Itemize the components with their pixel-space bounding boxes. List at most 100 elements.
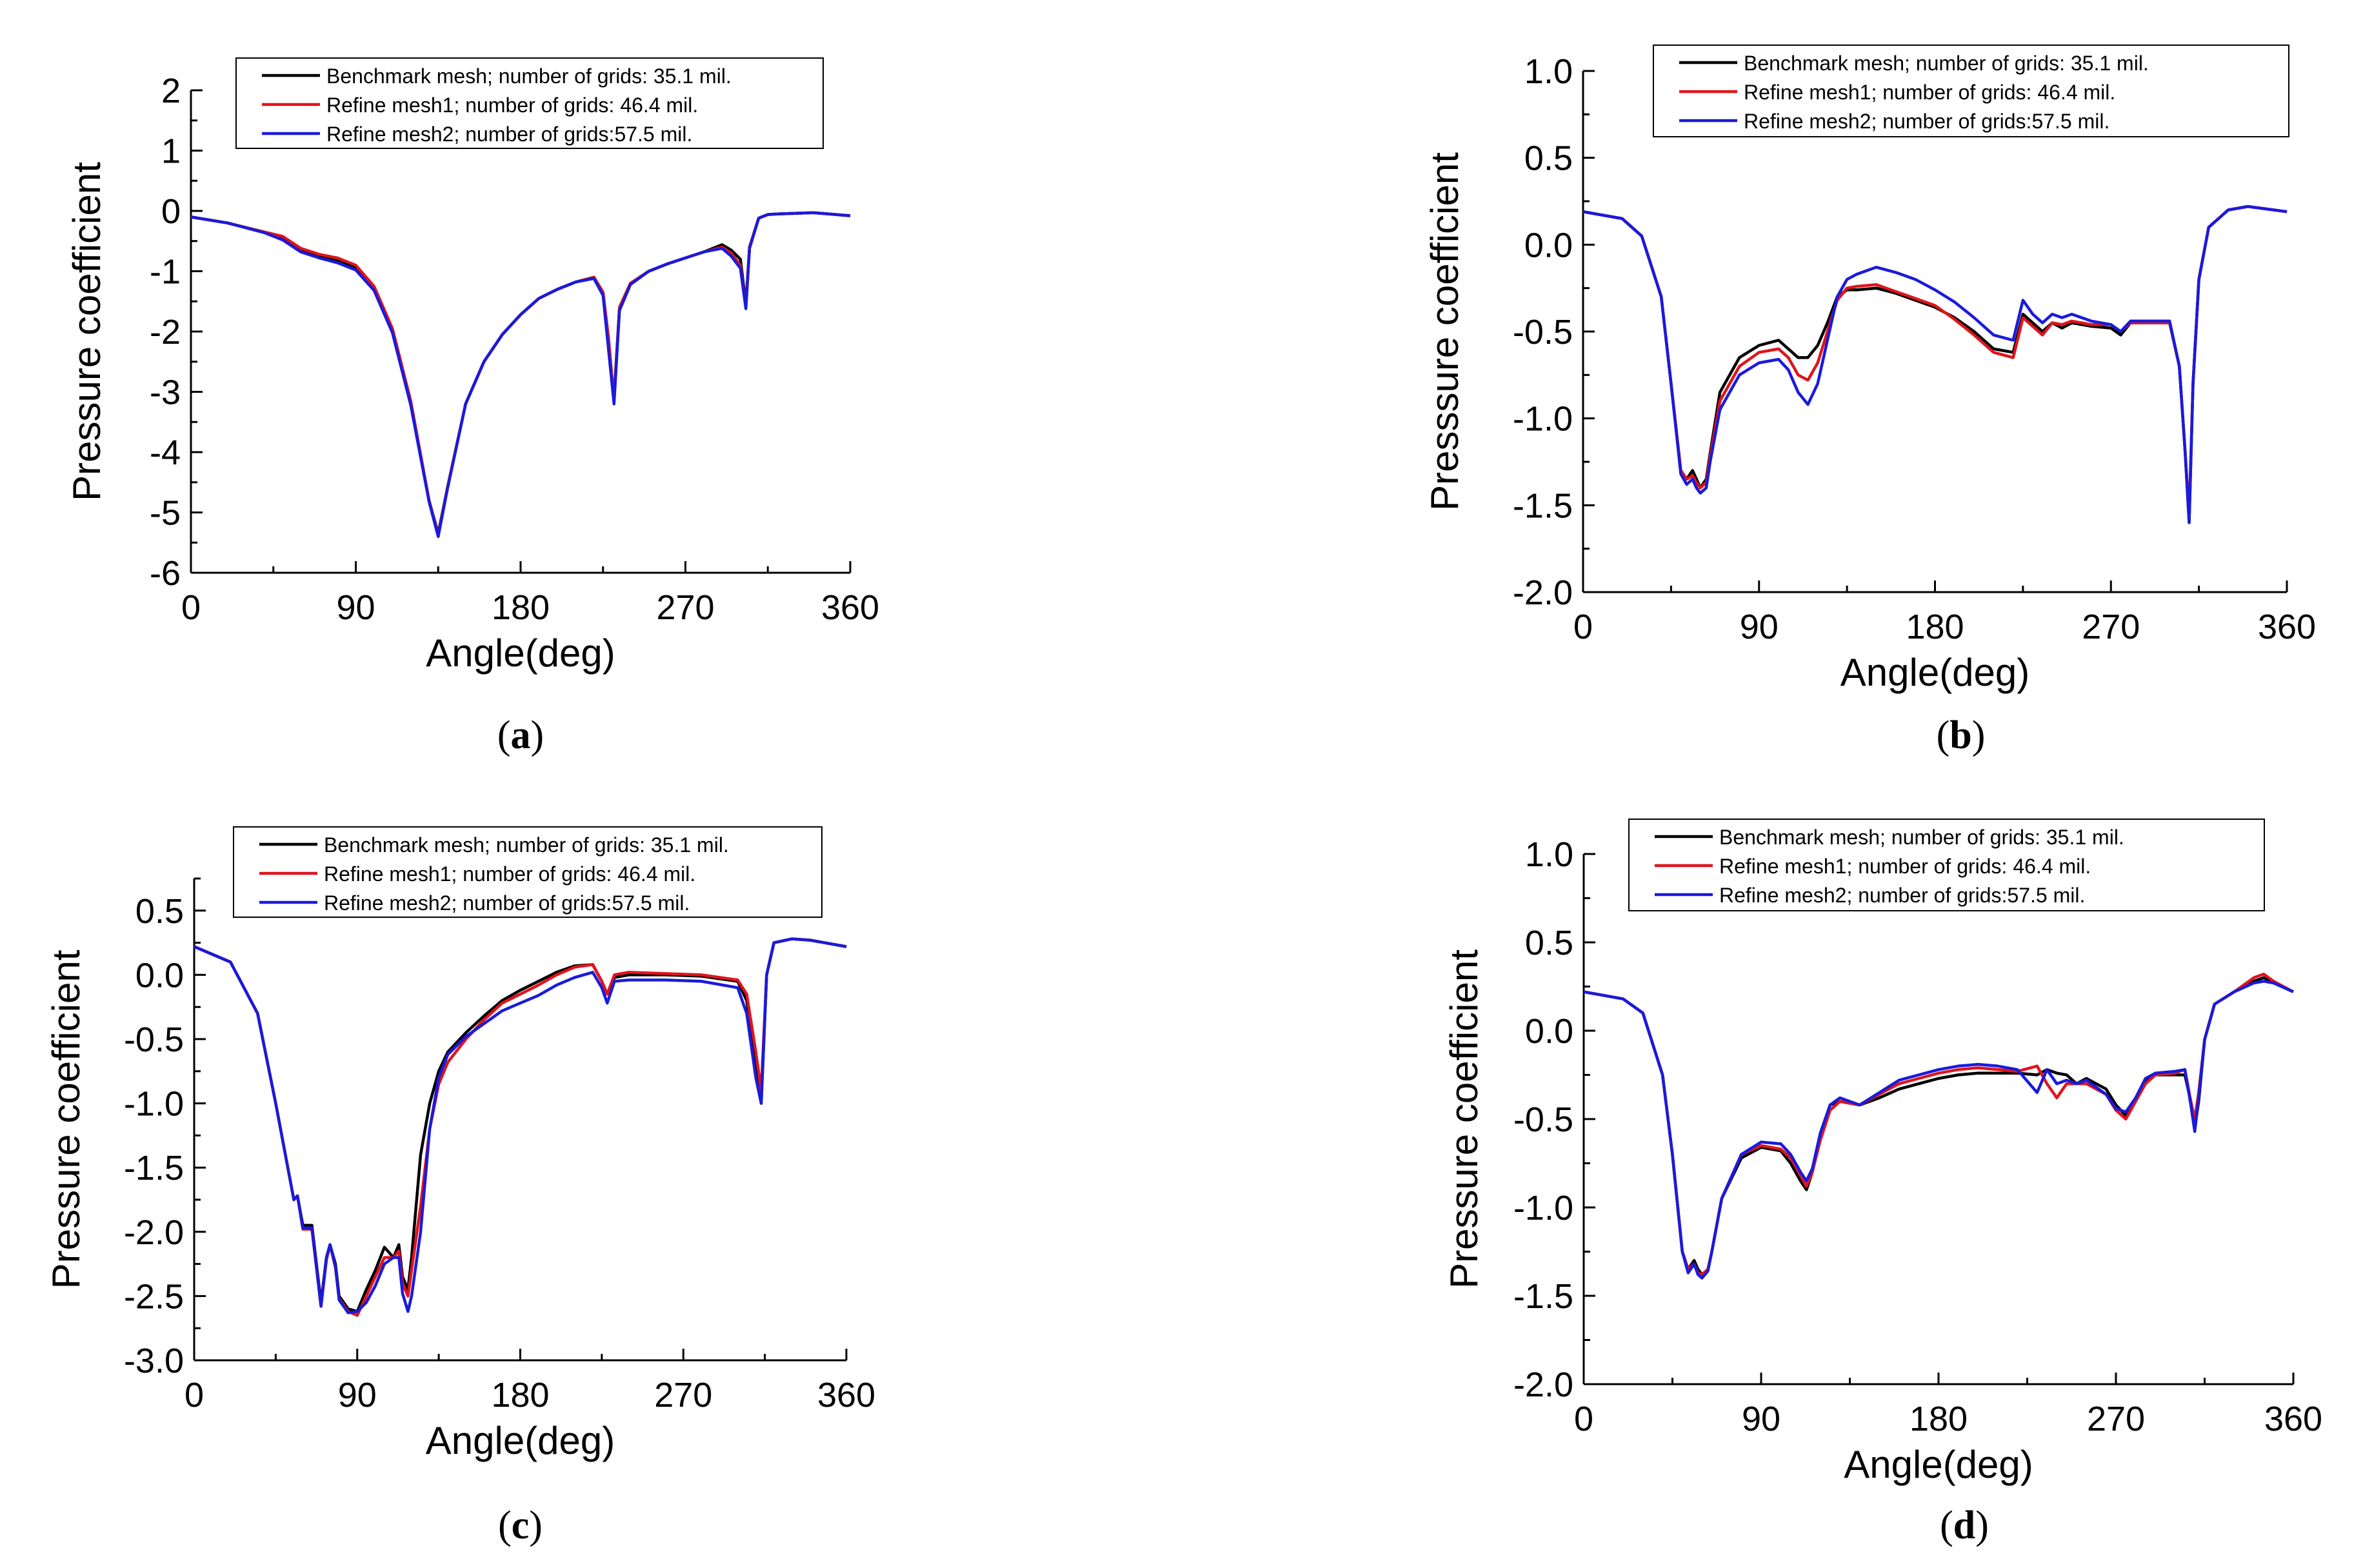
y-tick-label: 2 [161, 72, 181, 110]
y-tick-label: -0.5 [124, 1020, 184, 1059]
legend-entry: Refine mesh2; number of grids:57.5 mil. [1719, 884, 2085, 907]
y-tick-label: -2.0 [124, 1213, 184, 1252]
x-axis-label: Angle(deg) [426, 1419, 615, 1462]
caption-paren-open: ( [498, 1503, 512, 1547]
y-tick-label: -1.0 [124, 1085, 184, 1124]
x-tick-label: 0 [1574, 1400, 1593, 1438]
caption-paren-close: ) [1975, 1503, 1989, 1547]
y-tick-label: 1.0 [1525, 835, 1573, 874]
y-tick-label: 1.0 [1524, 52, 1573, 91]
y-tick-label: -2.0 [1513, 573, 1573, 612]
x-tick-label: 270 [656, 588, 714, 627]
series-line-refine-mesh1 [1583, 973, 2295, 1276]
x-tick-label: 0 [181, 588, 201, 627]
legend-entry: Refine mesh2; number of grids:57.5 mil. [326, 123, 692, 146]
panel-caption: (b) [1937, 713, 1986, 757]
series-line-refine-mesh1 [190, 211, 851, 537]
legend-box [1628, 819, 2265, 911]
y-tick-label: 0.5 [1524, 139, 1573, 178]
y-tick-label: 0.0 [135, 956, 184, 995]
legend-entry: Benchmark mesh; number of grids: 35.1 mi… [324, 833, 729, 857]
legend: Benchmark mesh; number of grids: 35.1 mi… [1653, 45, 2289, 137]
x-tick-label: 360 [821, 588, 879, 627]
y-tick-label: -3.0 [124, 1342, 184, 1380]
caption-letter: c [512, 1503, 530, 1547]
legend-entry: Refine mesh2; number of grids:57.5 mil. [324, 891, 690, 915]
y-tick-label: -0.5 [1513, 1100, 1573, 1139]
series-line-benchmark [1582, 204, 2288, 524]
chart-c: 0 90 180 270 360 -3.0 -2.5 -2.0 -1.5 -1.0 -0.5 0.0 0… [45, 826, 875, 1547]
legend-entry: Refine mesh1; number of grids: 46.4 mil. [1744, 81, 2115, 104]
x-tick-label: 270 [2082, 608, 2140, 646]
panel-caption: (a) [497, 713, 544, 757]
caption-paren-close: ) [1972, 713, 1986, 757]
panel-caption: (d) [1940, 1503, 1989, 1547]
legend: Benchmark mesh; number of grids: 35.1 mi… [233, 826, 823, 918]
x-tick-label: 90 [338, 1376, 377, 1414]
x-tick-label: 360 [2258, 608, 2316, 646]
series-line-refine-mesh2 [1583, 980, 2294, 1280]
y-tick-label: -1.0 [1513, 1189, 1573, 1227]
x-tick-label: 180 [1909, 1400, 1968, 1438]
legend-box [1653, 45, 2289, 137]
series-line-benchmark [190, 211, 851, 535]
caption-letter: b [1949, 713, 1971, 757]
y-tick-label: -1.5 [1513, 1277, 1573, 1316]
y-tick-label: -0.5 [1513, 313, 1573, 352]
panel-caption: (c) [498, 1503, 543, 1547]
series-line-refine-mesh2 [190, 211, 851, 539]
series-line-refine-mesh2 [1582, 204, 2288, 524]
x-axis-label: Angle(deg) [1840, 651, 2030, 694]
x-tick-label: 90 [1740, 608, 1779, 646]
y-tick-label: 0 [161, 192, 181, 231]
legend-entry: Refine mesh2; number of grids:57.5 mil. [1744, 110, 2109, 133]
x-tick-label: 360 [2264, 1400, 2322, 1438]
y-tick-label: -2 [150, 313, 181, 352]
x-tick-label: 270 [2087, 1400, 2145, 1438]
caption-paren-close: ) [529, 1503, 543, 1547]
y-tick-label: -2.0 [1513, 1365, 1573, 1404]
legend-entry: Refine mesh1; number of grids: 46.4 mil. [326, 94, 698, 117]
y-axis-label: Presssure coefficient [1423, 152, 1466, 511]
y-axis-label: Pressure coefficient [1442, 949, 1486, 1289]
legend-entry: Benchmark mesh; number of grids: 35.1 mi… [326, 65, 732, 88]
y-tick-label: -3 [150, 373, 181, 412]
caption-paren-open: ( [1937, 713, 1950, 757]
caption-paren-close: ) [531, 713, 544, 757]
x-axis-label: Angle(deg) [426, 631, 615, 675]
y-tick-label: 0.0 [1525, 1012, 1573, 1051]
x-tick-label: 360 [817, 1376, 875, 1414]
y-tick-label: 0.5 [135, 892, 184, 931]
x-tick-label: 90 [336, 588, 375, 627]
y-tick-label: -6 [150, 554, 181, 593]
x-tick-label: 180 [492, 588, 550, 627]
caption-paren-open: ( [1940, 1503, 1953, 1547]
caption-letter: a [511, 713, 531, 757]
y-tick-label: -1.5 [124, 1149, 184, 1187]
x-tick-label: 180 [491, 1376, 549, 1414]
y-tick-label: -4 [150, 433, 181, 472]
series-line-refine-mesh2 [194, 937, 847, 1315]
y-tick-label: 1 [161, 132, 181, 171]
legend-box [235, 57, 824, 149]
y-axis-label: Pressure coefficient [65, 162, 108, 501]
x-tick-label: 90 [1742, 1400, 1780, 1438]
x-axis-label: Angle(deg) [1844, 1443, 2033, 1486]
y-axis-label: Pressure coefficient [45, 949, 88, 1289]
y-tick-label: 0.0 [1524, 226, 1573, 264]
legend-box [233, 826, 823, 918]
series-line-refine-mesh1 [1582, 204, 2288, 516]
legend: Benchmark mesh; number of grids: 35.1 mi… [1628, 819, 2265, 911]
y-tick-label: -1.0 [1513, 400, 1573, 439]
y-tick-label: -1.5 [1513, 486, 1573, 525]
chart-d: 0 90 180 270 360 -2.0 -1.5 -1.0 -0.5 0.0 0.5 1.0 Ang… [1442, 819, 2322, 1547]
series-line-refine-mesh1 [194, 937, 847, 1317]
legend-entry: Refine mesh1; number of grids: 46.4 mil. [324, 862, 695, 886]
y-tick-label: -1 [150, 253, 181, 292]
y-tick-label: 0.5 [1525, 924, 1573, 962]
series-line-benchmark [1583, 976, 2294, 1276]
x-tick-label: 270 [654, 1376, 712, 1414]
legend-entry: Refine mesh1; number of grids: 46.4 mil. [1719, 855, 2091, 878]
y-tick-label: -2.5 [124, 1277, 184, 1316]
